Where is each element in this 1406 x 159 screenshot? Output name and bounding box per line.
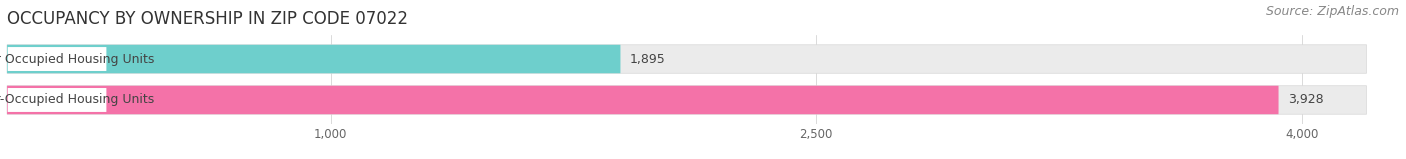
Text: Source: ZipAtlas.com: Source: ZipAtlas.com	[1265, 5, 1399, 18]
FancyBboxPatch shape	[7, 45, 1367, 73]
Text: 1,895: 1,895	[630, 52, 666, 66]
Text: Owner Occupied Housing Units: Owner Occupied Housing Units	[0, 52, 155, 66]
FancyBboxPatch shape	[7, 86, 1367, 114]
FancyBboxPatch shape	[7, 47, 107, 71]
Text: OCCUPANCY BY OWNERSHIP IN ZIP CODE 07022: OCCUPANCY BY OWNERSHIP IN ZIP CODE 07022	[7, 10, 408, 28]
FancyBboxPatch shape	[7, 88, 107, 112]
Text: 3,928: 3,928	[1288, 93, 1324, 107]
Text: Renter-Occupied Housing Units: Renter-Occupied Housing Units	[0, 93, 155, 107]
FancyBboxPatch shape	[7, 45, 620, 73]
FancyBboxPatch shape	[7, 86, 1278, 114]
